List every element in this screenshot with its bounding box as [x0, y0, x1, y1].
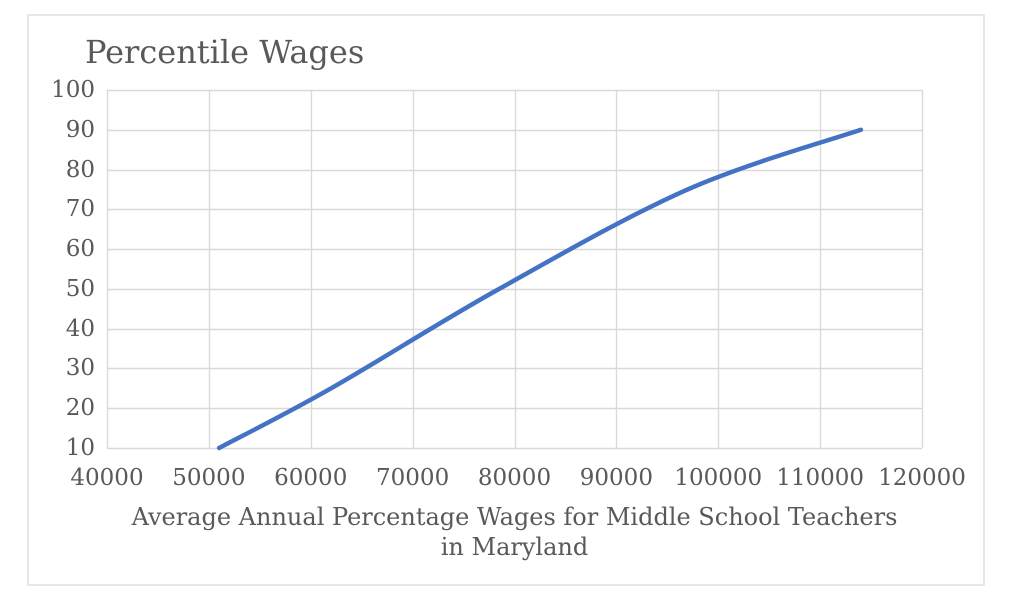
gridlines [106, 89, 924, 450]
chart-title: Percentile Wages [85, 33, 365, 71]
x-tick-label: 40000 [70, 465, 144, 491]
x-tick-label: 70000 [376, 465, 450, 491]
x-axis-title-line-2: in Maryland [440, 533, 589, 561]
x-tick-label: 120000 [878, 465, 966, 491]
y-tick-label: 10 [65, 435, 95, 461]
y-tick-label: 40 [65, 315, 95, 342]
plot-area [106, 89, 924, 451]
x-tick-label: 50000 [172, 465, 246, 491]
y-tick-label: 100 [51, 77, 95, 103]
x-tick-label: 110000 [776, 465, 865, 491]
x-tick-label: 100000 [674, 465, 763, 491]
x-tick-label: 60000 [274, 465, 348, 491]
y-tick-label: 90 [65, 116, 95, 143]
series-line-percentile-wages [216, 127, 864, 451]
x-axis-title-line-1: Average Annual Percentage Wages for Midd… [131, 503, 898, 531]
y-tick-label: 30 [65, 355, 95, 382]
x-axis-title: Average Annual Percentage Wages for Midd… [107, 502, 922, 562]
y-tick-label: 20 [65, 395, 95, 422]
y-tick-label: 80 [65, 156, 95, 183]
y-tick-label: 50 [65, 275, 95, 302]
x-tick-label: 90000 [579, 465, 653, 491]
x-tick-label: 80000 [477, 465, 552, 491]
y-tick-label: 60 [65, 236, 95, 263]
chart-frame: Percentile Wages 10 20 30 40 50 60 70 80 90 100 4… [27, 14, 985, 586]
plot-svg [106, 89, 924, 451]
y-tick-label: 70 [65, 196, 95, 223]
